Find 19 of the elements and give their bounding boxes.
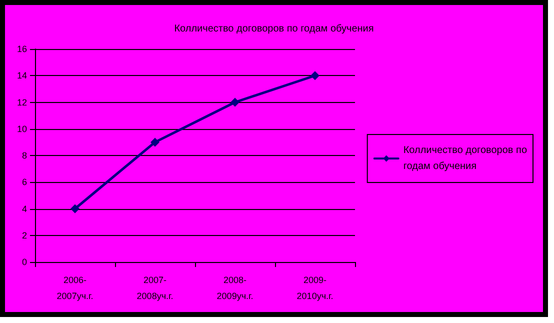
y-tick-label: 4 (22, 204, 27, 214)
x-tick-label: 2008- 2009уч.г. (216, 275, 254, 301)
y-tick-label: 10 (16, 124, 27, 134)
legend-label: Колличество договоров по годам обучения (403, 145, 528, 172)
y-tick-label: 12 (16, 97, 27, 108)
point (310, 71, 320, 80)
y-tick-label: 8 (22, 150, 27, 160)
y-tick-label: 14 (16, 70, 27, 81)
y-tick-label: 16 (16, 44, 27, 54)
y-tick-label: 2 (22, 230, 27, 240)
chart-title: Колличество договоров по годам обучения (174, 24, 374, 34)
x-tick-label: 2006- 2007уч.г. (56, 275, 94, 301)
point (70, 204, 80, 214)
point (150, 138, 160, 147)
y-tick-label: 6 (22, 177, 27, 188)
y-tick-label: 0 (22, 257, 27, 267)
x-tick-label: 2009- 2010уч.г. (296, 275, 334, 301)
point (230, 98, 240, 107)
x-tick-label: 2007- 2008уч.г. (136, 275, 174, 301)
